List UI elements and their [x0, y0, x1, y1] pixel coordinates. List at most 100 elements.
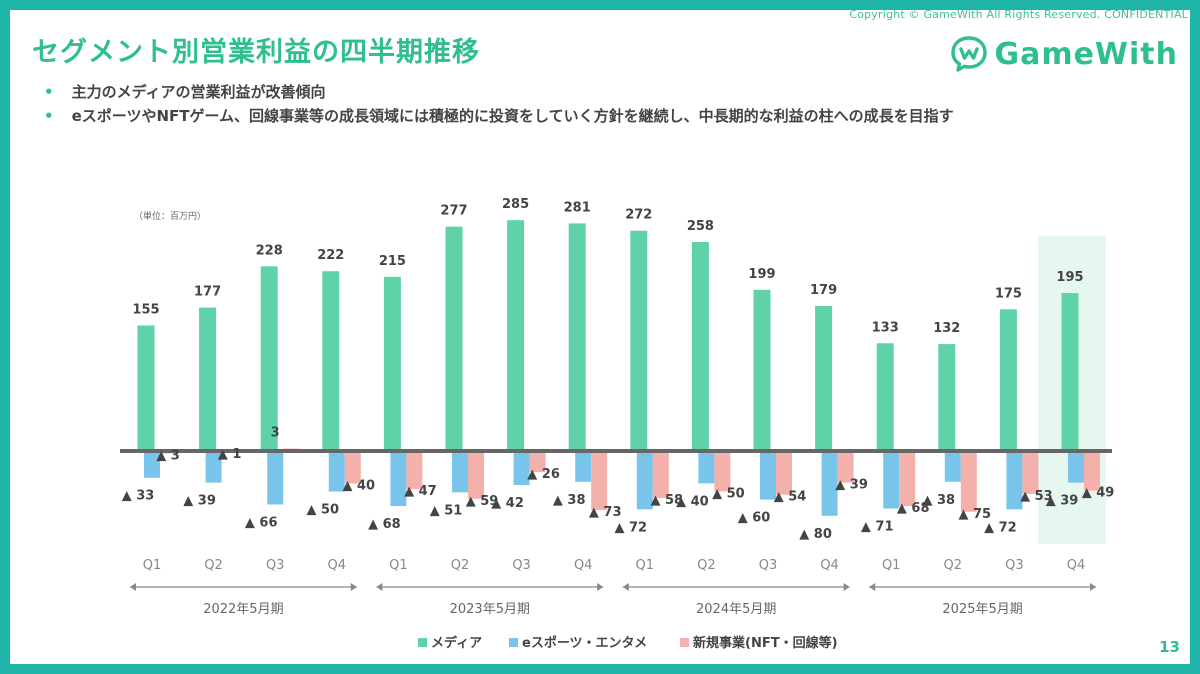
media-value-label: 132	[933, 321, 960, 336]
esports-bar	[144, 451, 160, 478]
quarter-tick-label: Q1	[389, 558, 408, 573]
newbiz-value-label: ▲ 47	[404, 484, 437, 499]
media-value-label: 155	[132, 302, 159, 317]
quarter-tick-label: Q3	[512, 558, 531, 573]
newbiz-value-label: ▲ 3	[156, 448, 180, 463]
media-value-label: 272	[625, 208, 652, 223]
gamewith-logo: GameWith	[950, 34, 1178, 74]
esports-bar	[698, 451, 715, 484]
newbiz-bar	[652, 451, 669, 498]
esports-bar	[1068, 451, 1084, 483]
media-bar	[199, 307, 217, 451]
year-arrow-right	[1090, 583, 1096, 591]
newbiz-value-label: ▲ 73	[589, 505, 622, 520]
quarter-tick-label: Q1	[636, 558, 655, 573]
esports-bar	[390, 451, 407, 507]
media-bar	[753, 289, 771, 451]
newbiz-bar	[1022, 451, 1039, 494]
bullet-item: • 主力のメディアの営業利益が改善傾向	[44, 80, 954, 104]
esports-bar	[636, 451, 653, 510]
bullet-item: • eスポーツやNFTゲーム、回線事業等の成長領域には積極的に投資をしていく方針を…	[44, 104, 954, 128]
media-value-label: 195	[1056, 270, 1083, 285]
quarter-tick-label: Q4	[1067, 558, 1086, 573]
legend-label: メディア	[431, 635, 482, 651]
page-number: 13	[1159, 638, 1180, 656]
esports-value-label: ▲ 60	[738, 511, 771, 526]
newbiz-value-label: ▲ 40	[342, 478, 375, 493]
esports-bar	[575, 451, 592, 482]
year-arrow-right	[597, 583, 604, 591]
newbiz-bar	[899, 451, 916, 507]
media-bar	[383, 276, 401, 451]
esports-value-label: ▲ 42	[491, 496, 524, 511]
esports-value-label: ▲ 71	[861, 520, 894, 535]
newbiz-bar	[714, 451, 731, 492]
esports-bar	[821, 451, 838, 516]
esports-bar	[513, 451, 530, 486]
newbiz-value-label: 3	[271, 426, 280, 441]
media-value-label: 215	[379, 254, 406, 269]
quarter-tick-label: Q2	[451, 558, 470, 573]
newbiz-bar	[406, 451, 423, 490]
esports-bar	[944, 451, 961, 482]
media-bar	[260, 266, 278, 451]
newbiz-value-label: ▲ 53	[1020, 489, 1053, 504]
esports-value-label: ▲ 51	[430, 503, 463, 518]
newbiz-bar	[1084, 451, 1100, 491]
newbiz-value-label: ▲ 50	[712, 487, 745, 502]
year-arrow-right	[350, 583, 357, 591]
media-value-label: 277	[440, 204, 467, 219]
quarter-tick-label: Q1	[143, 558, 162, 573]
year-arrow-left	[376, 583, 383, 591]
media-bar	[876, 343, 894, 451]
newbiz-bar	[837, 451, 854, 483]
legend-label: 新規事業(NFT・回線等)	[693, 635, 838, 651]
esports-value-label: ▲ 72	[984, 520, 1017, 535]
year-arrow-right	[843, 583, 850, 591]
logo-text: GameWith	[994, 36, 1178, 72]
legend-label: eスポーツ・エンタメ	[522, 635, 647, 651]
newbiz-bar	[776, 451, 792, 495]
fiscal-year-label: 2025年5月期	[942, 602, 1022, 617]
newbiz-value-label: ▲ 54	[774, 490, 807, 505]
esports-value-label: ▲ 39	[1046, 494, 1079, 509]
esports-bar	[328, 451, 345, 492]
media-bar	[630, 230, 648, 451]
esports-value-label: ▲ 33	[122, 489, 155, 504]
newbiz-bar	[591, 451, 608, 511]
newbiz-bar	[344, 451, 361, 484]
quarter-tick-label: Q2	[204, 558, 223, 573]
quarter-tick-label: Q2	[697, 558, 716, 573]
quarter-tick-label: Q3	[759, 558, 778, 573]
logo-bubble-icon	[951, 36, 988, 72]
newbiz-bar	[960, 451, 977, 512]
quarter-tick-label: Q2	[944, 558, 963, 573]
media-value-label: 222	[317, 248, 344, 263]
esports-value-label: ▲ 38	[922, 493, 955, 508]
quarter-tick-label: Q4	[820, 558, 839, 573]
newbiz-value-label: ▲ 68	[897, 501, 930, 516]
quarter-tick-label: Q4	[574, 558, 593, 573]
esports-value-label: ▲ 38	[553, 493, 586, 508]
media-bar	[1061, 293, 1079, 451]
esports-value-label: ▲ 50	[306, 503, 339, 518]
newbiz-value-label: ▲ 75	[958, 507, 991, 522]
newbiz-value-label: ▲ 58	[650, 493, 683, 508]
media-value-label: 285	[502, 197, 529, 212]
esports-bar	[267, 451, 284, 505]
year-arrow-left	[622, 583, 629, 591]
bullet-list: • 主力のメディアの営業利益が改善傾向 • eスポーツやNFTゲーム、回線事業等の成…	[44, 80, 954, 128]
esports-value-label: ▲ 40	[676, 494, 709, 509]
media-bar	[137, 325, 155, 451]
newbiz-bar	[529, 451, 546, 473]
quarter-tick-label: Q1	[882, 558, 901, 573]
media-value-label: 175	[995, 286, 1022, 301]
quarter-tick-label: Q3	[1005, 558, 1024, 573]
newbiz-value-label: ▲ 59	[466, 494, 499, 509]
esports-value-label: ▲ 72	[614, 520, 647, 535]
esports-bar	[1006, 451, 1023, 510]
bullet-text: 主力のメディアの営業利益が改善傾向	[71, 83, 326, 101]
esports-bar	[760, 451, 776, 500]
legend-swatch	[680, 638, 689, 647]
